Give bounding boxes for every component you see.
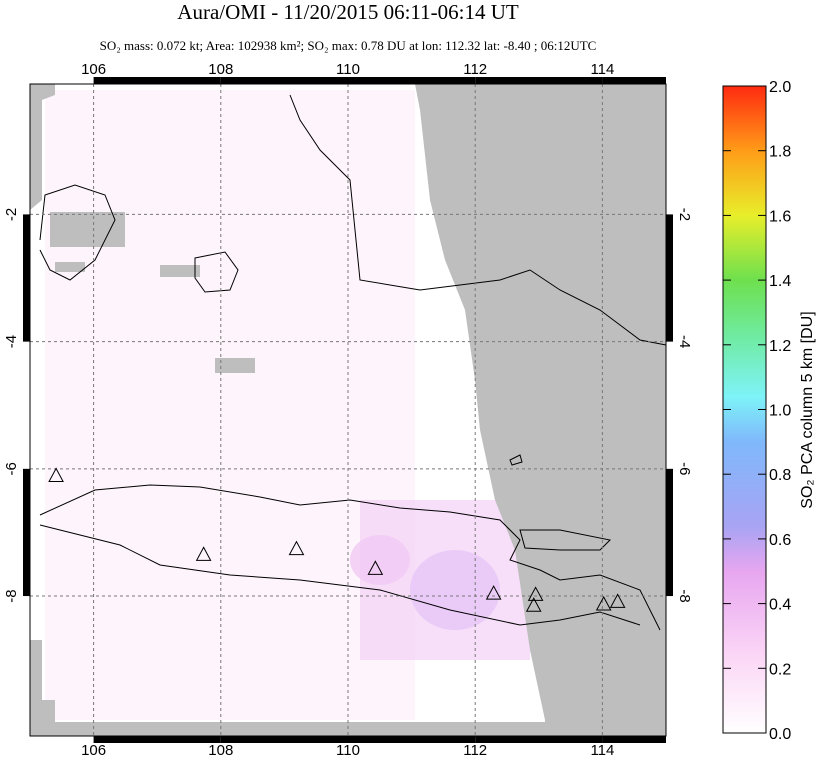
x-tick-bar: [602, 77, 666, 84]
colorbar-tick-label: 2.0: [769, 79, 791, 96]
so2-field: [45, 90, 530, 720]
colorbar-tick-label: 0.6: [769, 532, 791, 549]
colorbar-tick-label: 0.8: [769, 467, 791, 484]
x-tick-label: 108: [208, 742, 233, 759]
x-tick-bar: [220, 736, 348, 743]
x-tick-label: 106: [81, 742, 106, 759]
colorbar-tick-label: 1.8: [769, 144, 791, 161]
volcano: [485, 585, 502, 600]
x-tick-label: 106: [81, 61, 106, 78]
colorbar-tick-label: 1.2: [769, 338, 791, 355]
y-tick-label: -8: [3, 589, 20, 602]
colorbar-tick-label: 1.4: [769, 273, 791, 290]
y-tick-label: -8: [676, 589, 693, 602]
x-tick-label: 112: [463, 742, 487, 759]
volcano: [609, 593, 626, 608]
x-tick-label: 112: [463, 61, 487, 78]
volcano: [525, 597, 542, 612]
volcano: [367, 560, 384, 575]
map-frame: [29, 83, 667, 737]
x-tick-label: 114: [590, 61, 614, 78]
colorbar-tick-label: 0.2: [769, 661, 791, 678]
volcano: [288, 540, 305, 556]
x-tick-bar: [220, 77, 348, 84]
y-tick-label: -4: [676, 335, 693, 348]
x-tick-label: 110: [336, 61, 360, 78]
y-tick-bar: [666, 214, 673, 342]
x-tick-bar: [348, 77, 476, 84]
x-tick-label: 108: [208, 61, 233, 78]
y-tick-bar: [23, 468, 30, 597]
colorbar-label: SO₂ PCA column 5 km [DU]: [799, 311, 816, 508]
no-data: [30, 84, 666, 736]
volcano: [48, 467, 64, 482]
y-tick-label: -6: [676, 462, 693, 475]
y-tick-label: -2: [676, 208, 693, 221]
volcano: [595, 595, 612, 611]
x-tick-bar: [475, 77, 603, 84]
y-tick-label: -4: [3, 335, 20, 348]
x-tick-bar: [348, 736, 476, 743]
y-tick-label: -6: [3, 462, 20, 475]
volcano: [195, 546, 212, 561]
chart-title: Aura/OMI - 11/20/2015 06:11-06:14 UT: [177, 0, 519, 24]
y-tick-bar: [666, 468, 673, 597]
colorbar-tick-label: 1.6: [769, 208, 791, 225]
volcano: [527, 586, 544, 601]
colorbar-tick-label: 0.0: [769, 726, 791, 743]
x-tick-bar: [602, 736, 666, 743]
axes: 106 106 108 108 110 110 112 112 114 114 -2 -2 -4 -4 -6…: [3, 61, 693, 759]
x-tick-bar: [93, 77, 221, 84]
x-tick-bar: [93, 736, 221, 743]
x-tick-bar: [475, 736, 603, 743]
x-tick-label: 114: [590, 742, 614, 759]
y-tick-label: -2: [3, 208, 20, 221]
x-tick-label: 110: [336, 742, 360, 759]
coastlines: [39, 94, 667, 631]
chart-subtitle: SO₂ mass: 0.072 kt; Area: 102938 km²; SO…: [100, 38, 597, 53]
colorbar-tick-label: 1.0: [769, 403, 791, 420]
colorbar-tick-label: 0.4: [769, 597, 791, 614]
y-tick-bar: [23, 214, 30, 342]
